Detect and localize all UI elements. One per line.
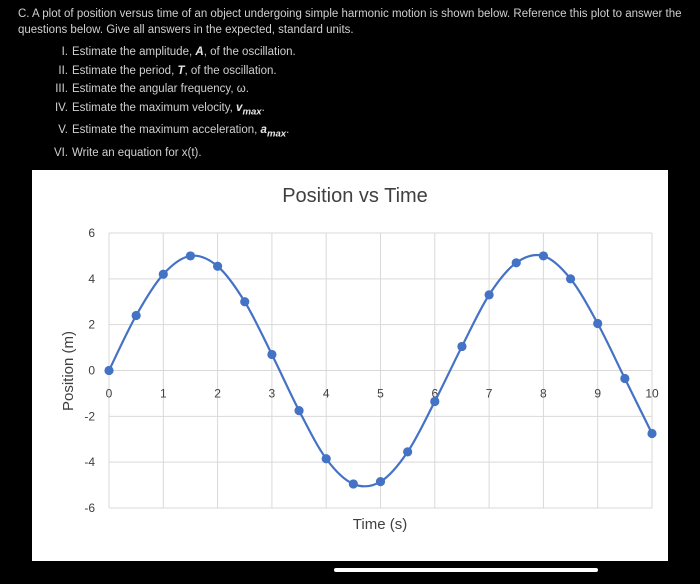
question-item: III. Estimate the angular frequency, ω. — [46, 80, 688, 99]
x-tick-labels: 0 1 2 3 4 5 6 7 8 9 10 — [106, 387, 659, 401]
data-point — [185, 251, 196, 261]
x-tick-label: 4 — [323, 387, 330, 401]
data-point — [348, 479, 358, 489]
y-tick-label: 0 — [88, 364, 95, 378]
problem-text: C. A plot of position versus time of an … — [18, 6, 688, 163]
question-number: II. — [58, 64, 68, 77]
x-tick-label: 9 — [594, 387, 601, 401]
question-tail: , of the oscillation. — [203, 46, 296, 58]
x-tick-label: 5 — [377, 387, 384, 401]
question-variable: ω — [236, 83, 246, 95]
data-point — [213, 261, 223, 271]
data-point — [403, 447, 413, 457]
data-series — [104, 251, 657, 489]
position-time-chart: Position vs Time -6 -4 -2 0 2 4 6 0 1 2 3 4 5 6 7 8 9 10… — [60, 185, 659, 533]
question-subscript: max — [242, 105, 262, 117]
chart-title: Position vs Time — [282, 185, 428, 207]
question-variable: a — [260, 124, 267, 137]
question-item: II. Estimate the period, T, of the oscill… — [46, 62, 688, 81]
data-point — [294, 406, 304, 416]
question-number: I. — [61, 46, 68, 58]
x-tick-label: 7 — [486, 387, 493, 401]
question-text: Write an equation for x(t). — [72, 147, 202, 160]
grid-lines — [108, 232, 653, 509]
question-variable: A — [195, 46, 204, 58]
x-tick-label: 10 — [645, 387, 659, 401]
x-tick-label: 8 — [540, 387, 547, 401]
question-item: IV. Estimate the maximum velocity, vmax. — [46, 99, 688, 122]
chart-panel: Position vs Time -6 -4 -2 0 2 4 6 0 1 2 3 4 5 6 7 8 9 10… — [32, 170, 668, 561]
question-item: I. Estimate the amplitude, A, of the osci… — [46, 43, 688, 62]
data-point — [131, 310, 141, 321]
y-axis-label: Position (m) — [60, 331, 77, 411]
data-point — [647, 428, 657, 439]
question-text: Estimate the period, — [72, 64, 178, 77]
question-tail: , of the oscillation. — [184, 64, 277, 77]
question-number: VI. — [53, 147, 68, 160]
x-axis-label: Time (s) — [353, 516, 407, 533]
question-tail: . — [286, 124, 290, 137]
data-point — [593, 318, 603, 329]
x-tick-label: 6 — [431, 387, 438, 401]
x-tick-label: 0 — [106, 387, 113, 401]
x-tick-label: 2 — [214, 387, 221, 401]
question-text: Estimate the amplitude, — [72, 46, 196, 58]
data-point — [457, 341, 467, 352]
x-tick-label: 1 — [160, 387, 167, 401]
question-text: Estimate the maximum acceleration, — [72, 124, 261, 137]
y-tick-label: -2 — [84, 409, 95, 423]
data-point — [538, 251, 548, 261]
data-point — [565, 274, 576, 284]
y-tick-label: -4 — [84, 455, 95, 469]
y-tick-label: -6 — [84, 501, 95, 515]
data-point — [240, 297, 250, 307]
question-subscript: max — [266, 128, 287, 140]
question-list: I. Estimate the amplitude, A, of the osci… — [18, 43, 688, 163]
data-point — [104, 365, 114, 376]
question-item: VI. Write an equation for x(t). — [46, 144, 688, 163]
data-point — [321, 454, 331, 464]
home-indicator — [334, 568, 598, 572]
question-number: V. — [58, 124, 68, 137]
y-tick-labels: -6 -4 -2 0 2 4 6 — [84, 226, 95, 515]
data-point — [430, 396, 440, 407]
y-tick-label: 6 — [88, 226, 95, 240]
y-tick-label: 4 — [88, 272, 95, 286]
question-number: IV. — [54, 101, 68, 114]
question-number: III. — [55, 83, 68, 95]
data-point — [267, 349, 277, 360]
question-text: Estimate the angular frequency, — [72, 83, 237, 95]
question-variable: v — [236, 101, 243, 114]
data-point — [158, 269, 168, 279]
question-variable: T — [177, 64, 185, 77]
y-tick-label: 2 — [88, 318, 95, 332]
x-tick-label: 3 — [269, 387, 276, 401]
data-point — [620, 373, 630, 384]
question-tail: . — [261, 101, 265, 114]
data-point — [375, 477, 386, 487]
data-point — [484, 290, 494, 300]
question-item: V. Estimate the maximum acceleration, ama… — [46, 121, 688, 144]
question-tail: . — [245, 83, 249, 95]
question-text: Estimate the maximum velocity, — [72, 101, 237, 114]
data-point — [511, 258, 521, 268]
problem-intro: C. A plot of position versus time of an … — [18, 8, 682, 36]
